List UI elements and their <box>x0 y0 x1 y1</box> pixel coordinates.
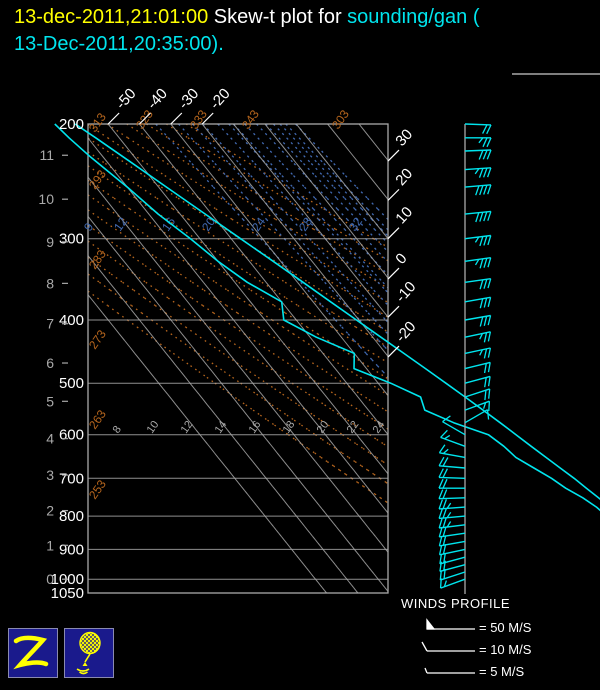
svg-text:400: 400 <box>59 312 84 329</box>
svg-text:1: 1 <box>46 537 54 553</box>
svg-text:700: 700 <box>59 470 84 487</box>
svg-text:32: 32 <box>346 214 365 233</box>
svg-text:10: 10 <box>145 419 162 436</box>
wind-legend-symbol <box>427 620 434 629</box>
zeus-logo-icon[interactable] <box>8 628 58 678</box>
svg-text:8: 8 <box>111 424 124 436</box>
svg-text:28: 28 <box>296 214 315 233</box>
svg-text:30: 30 <box>392 126 416 150</box>
wind-legend-label-2: = 5 M/S <box>479 664 524 679</box>
skewt-diagram: 313323333343303293283273263253 912162024… <box>0 60 600 675</box>
svg-text:3: 3 <box>46 467 54 483</box>
sounding-traces <box>55 124 600 581</box>
wind-barb-profile <box>439 124 491 594</box>
svg-text:20: 20 <box>315 419 332 436</box>
svg-text:20: 20 <box>392 165 416 189</box>
wind-legend-symbol <box>422 642 427 651</box>
svg-text:600: 600 <box>59 427 84 444</box>
svg-text:283: 283 <box>86 247 109 272</box>
svg-text:-40: -40 <box>144 85 171 112</box>
svg-text:293: 293 <box>86 167 109 192</box>
title-sounding-time: 13-Dec-2011,20:35:00). <box>14 33 224 55</box>
dry-adiabat-lines <box>88 124 388 503</box>
toolbar-icons <box>8 628 114 678</box>
svg-text:-10: -10 <box>392 278 419 305</box>
svg-text:303: 303 <box>329 107 352 132</box>
svg-text:12: 12 <box>179 419 196 436</box>
svg-text:273: 273 <box>86 327 109 352</box>
svg-text:900: 900 <box>59 541 84 558</box>
svg-text:253: 253 <box>86 477 109 502</box>
svg-text:343: 343 <box>239 107 262 132</box>
svg-text:24: 24 <box>371 419 388 436</box>
svg-text:7: 7 <box>46 316 54 332</box>
svg-text:-50: -50 <box>112 85 139 112</box>
title-timestamp: 13-dec-2011,21:01:00 <box>14 6 208 28</box>
svg-text:0: 0 <box>392 250 410 268</box>
svg-text:-20: -20 <box>207 85 234 112</box>
dry-adiabat-labels: 313323333343303293283273263253 <box>86 107 352 502</box>
svg-text:22: 22 <box>345 419 362 436</box>
svg-text:10: 10 <box>392 204 416 228</box>
svg-text:9: 9 <box>46 234 54 250</box>
svg-text:263: 263 <box>86 407 109 432</box>
svg-text:4: 4 <box>46 431 54 447</box>
wind-legend-label-0: = 50 M/S <box>479 620 531 635</box>
wind-legend-label-1: = 10 M/S <box>479 642 531 657</box>
svg-text:313: 313 <box>86 110 109 135</box>
svg-text:200: 200 <box>59 116 84 133</box>
svg-text:12: 12 <box>111 214 130 233</box>
page-title: 13-dec-2011,21:01:00 Skew-t plot for sou… <box>14 4 594 58</box>
svg-text:300: 300 <box>59 231 84 248</box>
svg-text:8: 8 <box>46 275 54 291</box>
radiosonde-balloon-icon[interactable] <box>64 628 114 678</box>
svg-text:0: 0 <box>46 571 54 587</box>
svg-text:11: 11 <box>39 147 54 163</box>
svg-text:14: 14 <box>213 419 230 436</box>
svg-text:6: 6 <box>46 355 54 371</box>
svg-text:10: 10 <box>38 191 54 207</box>
svg-text:-20: -20 <box>392 318 419 345</box>
svg-text:5: 5 <box>46 393 54 409</box>
svg-text:24: 24 <box>249 214 268 233</box>
svg-text:2: 2 <box>46 503 54 519</box>
wind-legend-symbol <box>425 668 427 673</box>
title-description: Skew-t plot for <box>208 6 347 28</box>
svg-text:500: 500 <box>59 375 84 392</box>
winds-profile-title: WINDS PROFILE <box>401 596 510 611</box>
title-source: sounding/gan ( <box>347 6 479 28</box>
isotherm-major-lines <box>88 124 388 593</box>
svg-text:1050: 1050 <box>51 585 84 602</box>
